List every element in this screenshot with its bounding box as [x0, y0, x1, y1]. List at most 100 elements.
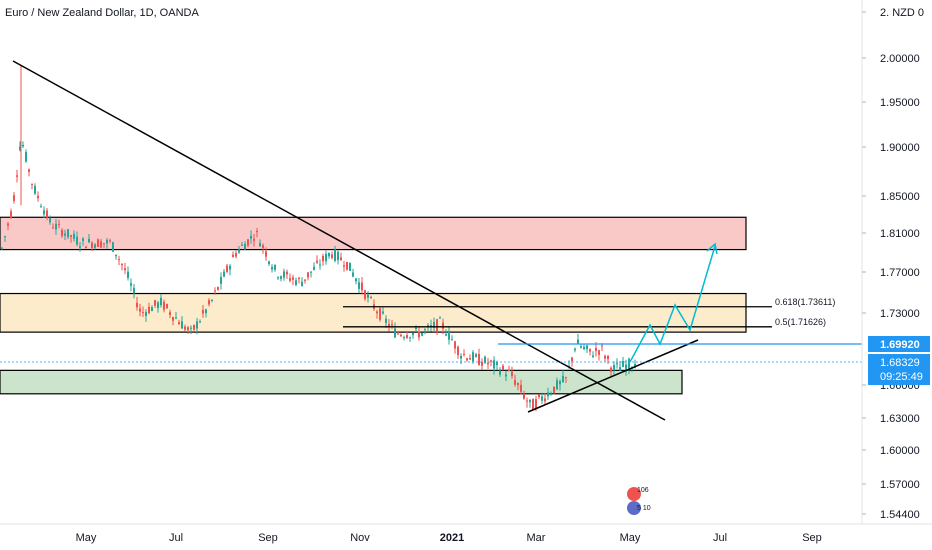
candle-body: [214, 290, 216, 292]
candle-body: [472, 352, 474, 362]
candle-body: [526, 400, 528, 402]
candle-body: [424, 329, 426, 331]
price-tick-label: 1.73000: [880, 308, 920, 320]
candle-body: [37, 195, 39, 199]
candle-body: [127, 271, 129, 278]
event-badges[interactable]: 106 5 10: [627, 487, 651, 515]
candle-body: [121, 263, 123, 266]
candle-body: [73, 233, 75, 239]
ascending-trendline: [527, 339, 699, 413]
candle-body: [427, 325, 429, 328]
candle-body: [340, 257, 342, 261]
projection-path: [629, 245, 716, 363]
candle-body: [151, 307, 153, 312]
candle-body: [310, 271, 312, 273]
candle-body: [478, 353, 480, 366]
candle-body: [529, 399, 531, 403]
candle-body: [538, 394, 540, 398]
candle-body: [133, 287, 135, 294]
candle-body: [535, 399, 537, 410]
candle-body: [118, 259, 120, 261]
time-tick-label: Nov: [350, 532, 370, 544]
candle-body: [595, 348, 597, 352]
price-tick-label: 1.54400: [880, 509, 920, 521]
candle-body: [298, 277, 300, 280]
candle-body: [349, 262, 351, 271]
price-tick-label: 1.60000: [880, 445, 920, 457]
candle-body: [370, 296, 372, 298]
economic-event-badge[interactable]: [627, 501, 641, 515]
candle-body: [265, 251, 267, 257]
candle-body: [229, 265, 231, 270]
candle-body: [541, 396, 543, 401]
dividend-badge[interactable]: [627, 487, 641, 501]
candle-body: [160, 297, 162, 306]
resistance-zone: [0, 216, 747, 251]
badge-count-bottom: 5 10: [637, 505, 651, 512]
time-tick-label: Mar: [527, 532, 546, 544]
candle-body: [295, 280, 297, 286]
candle-body: [205, 309, 207, 314]
price-axis[interactable]: 2. NZD 0 2.00000 1.95000 1.90000 1.85000 1.81…: [862, 7, 924, 521]
candle-body: [463, 353, 465, 355]
price-tick-label: 1.57000: [880, 479, 920, 491]
candle-body: [514, 379, 516, 385]
candle-body: [226, 265, 228, 272]
drawings-layer: [0, 60, 862, 421]
candle-body: [400, 334, 402, 337]
candle-body: [520, 384, 522, 392]
fib-zone: [0, 292, 747, 333]
candle-body: [328, 252, 330, 257]
candle-body: [616, 363, 618, 365]
candle-body: [466, 358, 468, 361]
candle-body: [460, 355, 462, 359]
candle-body: [253, 238, 255, 241]
candle-body: [574, 348, 576, 351]
fib-label-0618: 0.618(1.73611): [775, 297, 835, 307]
candle-body: [28, 169, 30, 172]
candle-body: [562, 375, 564, 383]
time-tick-label: Sep: [802, 532, 822, 544]
candle-body: [586, 345, 588, 350]
time-axis[interactable]: May Jul Sep Nov 2021 Mar May Jul Sep: [76, 532, 822, 544]
candle-body: [25, 151, 27, 162]
candle-body: [322, 256, 324, 262]
candle-body: [343, 265, 345, 267]
candle-body: [451, 339, 453, 341]
candle-body: [505, 374, 507, 377]
candle-body: [325, 253, 327, 262]
candle-body: [532, 399, 534, 410]
candle-body: [319, 264, 321, 266]
candles-layer: [1, 66, 636, 412]
level-price-label-bg: [868, 336, 930, 352]
candle-body: [61, 229, 63, 236]
candle-body: [178, 322, 180, 325]
candle-body: [142, 311, 144, 313]
time-tick-label: Jul: [169, 532, 183, 544]
candle-body: [238, 249, 240, 253]
candle-body: [571, 357, 573, 362]
candle-body: [550, 393, 552, 395]
candle-body: [376, 311, 378, 314]
candle-body: [112, 242, 114, 252]
candle-body: [175, 317, 177, 319]
candle-body: [256, 230, 258, 233]
candle-body: [358, 282, 360, 289]
candle-body: [46, 210, 48, 218]
candle-body: [448, 330, 450, 340]
candle-body: [481, 361, 483, 366]
price-tick-label: 1.77000: [880, 267, 920, 279]
candle-body: [484, 356, 486, 363]
candle-body: [196, 321, 198, 329]
candle-body: [490, 360, 492, 362]
candle-body: [52, 227, 54, 229]
projection-arrowhead: [706, 242, 718, 255]
candle-body: [508, 370, 510, 372]
candle-body: [598, 350, 600, 355]
candle-body: [367, 294, 369, 298]
candle-body: [436, 319, 438, 332]
price-tick-label: 2. NZD 0: [880, 7, 924, 19]
candle-body: [43, 210, 45, 215]
candle-body: [391, 324, 393, 326]
